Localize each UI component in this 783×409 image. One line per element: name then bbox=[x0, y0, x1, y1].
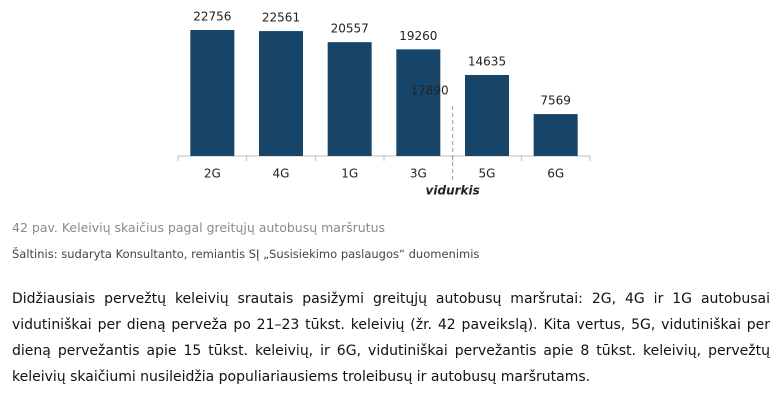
figure-caption: 42 pav. Keleivių skaičius pagal greitųjų… bbox=[12, 220, 386, 235]
paragraph: Didžiausiais pervežtų keleivių srautais … bbox=[12, 291, 770, 385]
value-label: 20557 bbox=[331, 22, 369, 36]
x-tick-label: 5G bbox=[479, 167, 496, 181]
value-label: 19260 bbox=[399, 29, 437, 43]
x-tick-label: 2G bbox=[204, 167, 221, 181]
value-label: 7569 bbox=[540, 94, 571, 108]
value-label: 22756 bbox=[193, 10, 231, 24]
bar bbox=[327, 42, 372, 156]
value-label: 14635 bbox=[468, 54, 506, 68]
bar bbox=[259, 31, 303, 157]
average-label: vidurkis bbox=[426, 184, 480, 198]
bar bbox=[396, 49, 441, 156]
average-value: 17890 bbox=[410, 84, 448, 98]
x-tick-label: 1G bbox=[341, 167, 358, 181]
bar bbox=[533, 114, 578, 156]
bar bbox=[190, 30, 235, 156]
figure-source: Šaltinis: sudaryta Konsultanto, remianti… bbox=[12, 247, 480, 261]
x-tick-label: 3G bbox=[410, 167, 427, 181]
value-label: 22561 bbox=[262, 11, 300, 25]
x-tick-label: 6G bbox=[547, 167, 564, 181]
bar bbox=[465, 74, 509, 156]
x-tick-label: 4G bbox=[273, 167, 290, 181]
chart: 22756 2G 22561 4G 20557 1G 19260 3G 14635 5G 7569 6… bbox=[177, 10, 591, 198]
